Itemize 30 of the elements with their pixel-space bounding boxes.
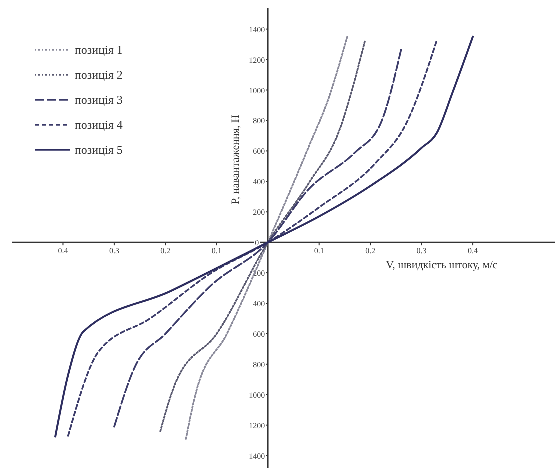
y-tick-label: 600 — [253, 330, 266, 339]
legend-label: позиція 1 — [75, 43, 123, 57]
y-tick-label: 1200 — [249, 421, 266, 430]
x-tick-label: 0.2 — [366, 246, 376, 256]
y-tick-label: 1000 — [249, 390, 266, 400]
x-tick-label: 0.3 — [416, 246, 427, 256]
y-axis-title: P, навантаження, Н — [230, 115, 242, 204]
line-series — [160, 39, 366, 432]
x-axis-title: V, швидкість штоку, м/с — [386, 260, 498, 272]
x-tick-label: 0.2 — [160, 246, 171, 256]
y-tick-label: 1400 — [249, 25, 266, 34]
y-tick-label: 600 — [253, 147, 266, 156]
y-tick-label: 800 — [253, 116, 266, 126]
y-tick-label: 1200 — [249, 56, 266, 65]
x-tick-label: 0.1 — [212, 246, 222, 256]
legend-label: позиція 2 — [75, 68, 123, 82]
y-tick-label: 1000 — [249, 86, 266, 96]
y-tick-label: 200 — [253, 208, 266, 218]
legend-label: позиція 4 — [75, 118, 123, 132]
legend-label: позиція 3 — [75, 93, 123, 107]
x-tick-label: 0.1 — [314, 246, 324, 256]
x-tick-label: 0.4 — [468, 246, 478, 256]
x-tick-label: 0.3 — [109, 246, 120, 256]
y-tick-label: 1400 — [249, 452, 266, 461]
y-tick-label: 400 — [253, 178, 266, 187]
y-tick-label: 400 — [253, 299, 266, 308]
line-series — [185, 36, 348, 440]
x-tick-label: 0.4 — [58, 246, 68, 256]
y-tick-label: 800 — [253, 360, 266, 370]
legend-label: позиція 5 — [75, 143, 123, 157]
